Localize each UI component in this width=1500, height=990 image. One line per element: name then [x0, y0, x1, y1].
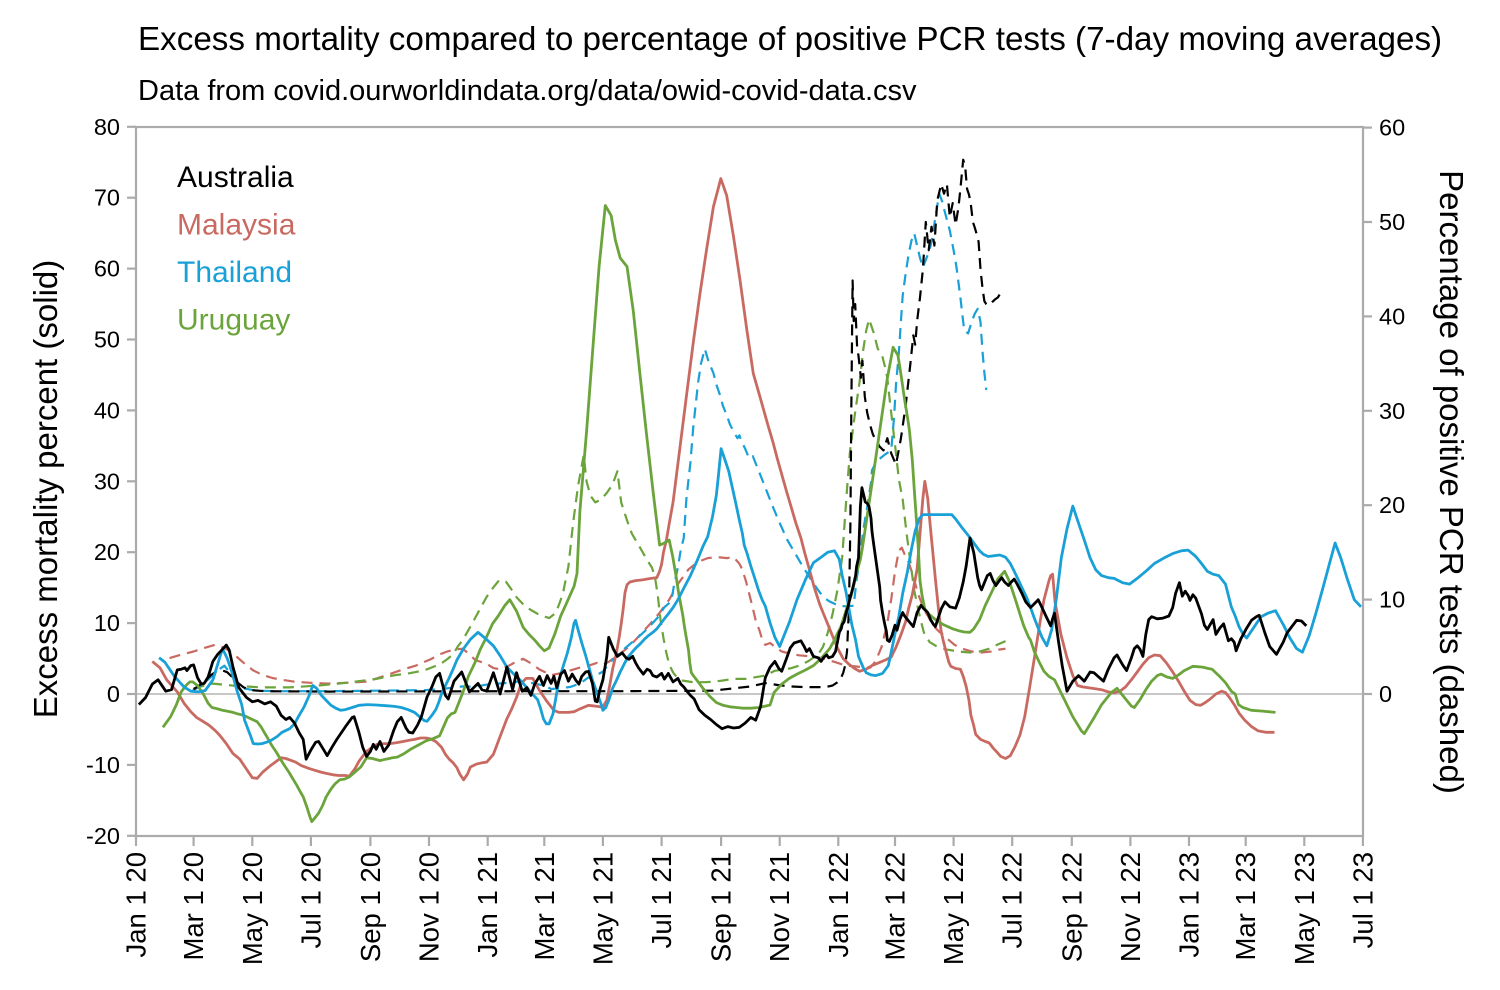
svg-text:May 1 21: May 1 21: [587, 852, 618, 965]
svg-text:Uruguay: Uruguay: [177, 304, 290, 337]
svg-text:May 1 23: May 1 23: [1289, 852, 1320, 965]
svg-text:10: 10: [1379, 587, 1405, 613]
svg-text:-20: -20: [86, 823, 120, 849]
svg-text:Thailand: Thailand: [177, 256, 292, 289]
svg-text:40: 40: [94, 397, 120, 423]
svg-text:Sep 1 20: Sep 1 20: [355, 852, 386, 962]
svg-text:10: 10: [94, 610, 120, 636]
svg-text:0: 0: [107, 681, 120, 707]
svg-text:Australia: Australia: [177, 161, 294, 194]
svg-text:Mar 1 22: Mar 1 22: [880, 852, 911, 961]
svg-text:Nov 1 21: Nov 1 21: [764, 852, 795, 962]
svg-text:Data from covid.ourworldindata: Data from covid.ourworldindata.org/data/…: [138, 75, 917, 107]
svg-text:30: 30: [94, 468, 120, 494]
svg-text:Excess mortality percent (soli: Excess mortality percent (solid): [27, 260, 64, 718]
svg-text:Mar 1 23: Mar 1 23: [1230, 852, 1261, 961]
svg-text:70: 70: [94, 185, 120, 211]
svg-text:40: 40: [1379, 303, 1405, 329]
svg-text:Nov 1 22: Nov 1 22: [1115, 852, 1146, 962]
svg-text:Malaysia: Malaysia: [177, 209, 296, 242]
svg-text:Jul 1 23: Jul 1 23: [1347, 852, 1378, 948]
svg-text:May 1 20: May 1 20: [237, 852, 268, 965]
svg-text:Jul 1 21: Jul 1 21: [646, 852, 677, 948]
svg-text:Jan 1 23: Jan 1 23: [1174, 852, 1205, 958]
svg-text:0: 0: [1379, 681, 1392, 707]
svg-text:Jan 1 20: Jan 1 20: [121, 852, 152, 958]
svg-text:Mar 1 21: Mar 1 21: [529, 852, 560, 961]
svg-text:50: 50: [94, 327, 120, 353]
svg-text:May 1 22: May 1 22: [938, 852, 969, 965]
svg-text:20: 20: [94, 539, 120, 565]
svg-text:Jul 1 22: Jul 1 22: [997, 852, 1028, 948]
svg-text:Jan 1 21: Jan 1 21: [472, 852, 503, 958]
svg-text:Jul 1 20: Jul 1 20: [295, 852, 326, 948]
svg-text:Excess mortality compared to p: Excess mortality compared to percentage …: [138, 21, 1442, 58]
svg-text:60: 60: [1379, 115, 1405, 141]
svg-text:60: 60: [94, 256, 120, 282]
svg-text:Jan 1 22: Jan 1 22: [823, 852, 854, 958]
svg-text:Nov 1 20: Nov 1 20: [414, 852, 445, 962]
svg-text:50: 50: [1379, 209, 1405, 235]
svg-text:Percentage of positive PCR tes: Percentage of positive PCR tests (dashed…: [1433, 170, 1470, 794]
svg-text:Mar 1 20: Mar 1 20: [178, 852, 209, 961]
svg-text:20: 20: [1379, 492, 1405, 518]
svg-text:Sep 1 21: Sep 1 21: [706, 852, 737, 962]
svg-text:30: 30: [1379, 398, 1405, 424]
svg-text:80: 80: [94, 114, 120, 140]
svg-text:Sep 1 22: Sep 1 22: [1056, 852, 1087, 962]
svg-text:-10: -10: [86, 752, 120, 778]
